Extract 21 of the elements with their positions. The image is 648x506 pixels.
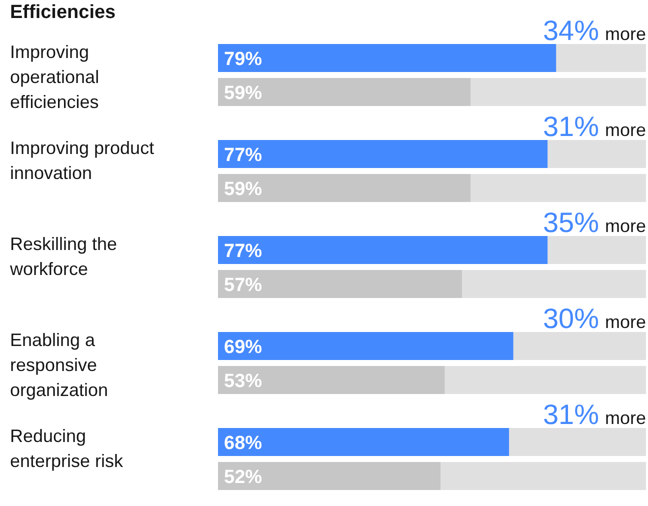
data-label: 79% (224, 49, 262, 70)
data-label: 77% (224, 145, 262, 166)
y-tick-label: Improving operational efficiencies (10, 42, 100, 112)
data-label: 53% (224, 371, 262, 392)
y-tick-label: Improving product innovation (10, 138, 154, 183)
data-label: 59% (224, 179, 262, 200)
text: Efficiencies (10, 2, 116, 23)
y-tick-label: Reducing enterprise risk (10, 426, 124, 471)
annotation: 31% more (542, 399, 646, 430)
data-label: 57% (224, 275, 262, 296)
annotation: 30% more (542, 303, 646, 334)
data-label: 59% (224, 83, 262, 104)
annotation: 34% more (542, 15, 646, 46)
annotation: 31% more (542, 111, 646, 142)
y-tick-label: Enabling a responsive organization (10, 330, 108, 400)
data-label: 68% (224, 433, 262, 454)
data-label: 52% (224, 467, 262, 488)
annotation: 35% more (542, 207, 646, 238)
data-label: 77% (224, 241, 262, 262)
y-tick-label: Reskilling the workforce (9, 234, 118, 279)
data-label: 69% (224, 337, 262, 358)
